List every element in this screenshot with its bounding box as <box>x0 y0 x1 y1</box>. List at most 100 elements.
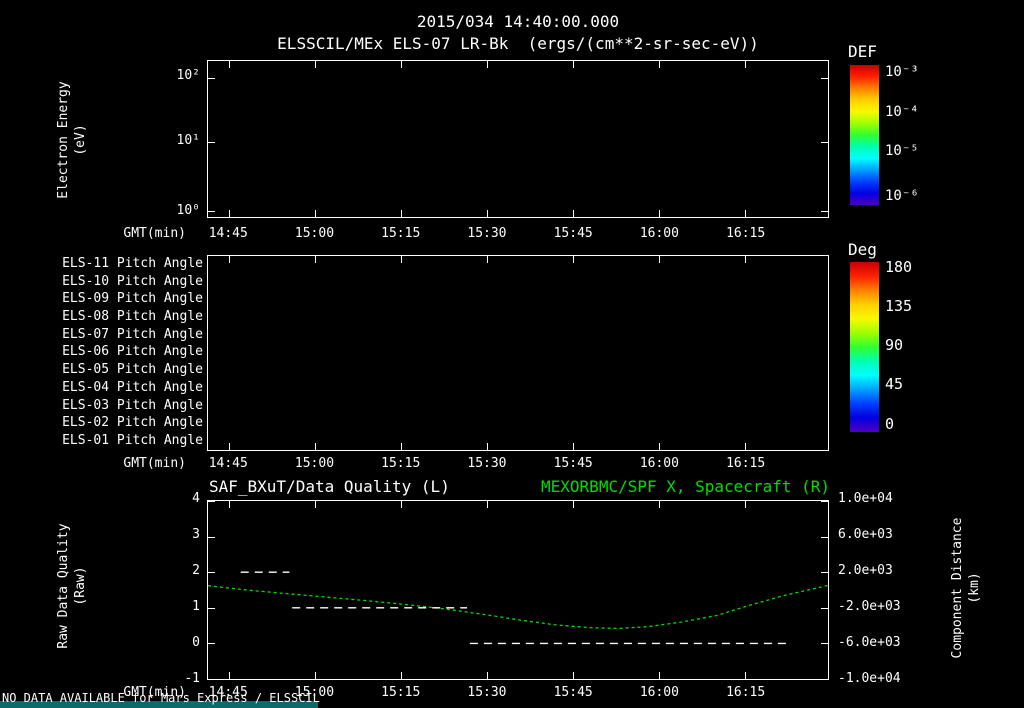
colorbar-tick-label: 180 <box>885 258 913 277</box>
x-tick-mark <box>229 210 231 217</box>
deg-colorbar-tick-labels: 180 135 90 45 0 <box>885 258 960 433</box>
quality-distance-plot <box>207 500 829 680</box>
y-tick-mark <box>821 501 828 502</box>
distance-ytick-label: 1.0e+04 <box>838 491 893 506</box>
x-tick-mark <box>744 256 746 263</box>
footer-highlight-bar <box>0 701 318 708</box>
y-tick-mark <box>208 536 215 538</box>
x-tick-mark <box>487 256 489 263</box>
x-tick-mark <box>401 443 403 450</box>
y-tick-mark <box>821 572 828 574</box>
xtick-label: 16:00 <box>639 456 679 471</box>
x-tick-mark <box>229 61 231 68</box>
x-tick-mark <box>573 443 574 450</box>
x-tick-mark <box>487 61 489 68</box>
xtick-label: 14:45 <box>208 226 248 241</box>
distance-ytick-label: 6.0e+03 <box>838 527 893 542</box>
xtick-label: 15:45 <box>553 685 593 700</box>
y-tick-mark <box>208 501 215 502</box>
y-tick-mark <box>208 210 215 212</box>
x-tick-mark <box>487 501 489 508</box>
colorbar-tick-label: 10⁻⁵ <box>885 142 919 159</box>
distance-axis-label-line1: Component Distance <box>950 517 965 659</box>
quality-ytick-label: 1 <box>192 599 200 614</box>
pitch-row-label: ELS-07 Pitch Angle <box>62 326 203 342</box>
distance-ytick-label: -2.0e+03 <box>838 599 901 614</box>
xtick-label: 15:15 <box>381 685 421 700</box>
x-tick-mark <box>315 61 317 68</box>
xtick-label: 14:45 <box>208 685 248 700</box>
x-tick-mark <box>229 672 231 679</box>
def-colorbar-tick-labels: 10⁻³ 10⁻⁴ 10⁻⁵ 10⁻⁶ <box>885 64 960 205</box>
x-tick-mark <box>744 61 746 68</box>
timestamp-title: 2015/034 14:40:00.000 <box>416 12 620 31</box>
y-tick-mark <box>208 78 215 80</box>
distance-ytick-labels: 1.0e+04 6.0e+03 2.0e+03 -2.0e+03 -6.0e+03 -1.… <box>838 491 922 686</box>
xtick-label: 15:45 <box>553 456 593 471</box>
pitch-row-label: ELS-04 Pitch Angle <box>62 379 203 395</box>
x-tick-mark <box>401 501 403 508</box>
no-data-message: NO DATA AVAILABLE for Mars Express / ELS… <box>2 691 320 705</box>
x-tick-mark <box>487 210 489 217</box>
xtick-label: 14:45 <box>208 456 248 471</box>
x-tick-mark <box>573 210 574 217</box>
pitch-row-label: ELS-09 Pitch Angle <box>62 291 203 307</box>
colorbar-tick-label: 45 <box>885 375 904 394</box>
y-tick-mark <box>208 643 215 645</box>
gmt-axis-label: GMT(min) <box>123 685 186 700</box>
y-tick-mark <box>821 607 828 609</box>
y-tick-mark <box>208 607 215 609</box>
distance-ytick-label: -1.0e+04 <box>838 671 901 686</box>
xtick-label: 15:45 <box>553 226 593 241</box>
deg-colorbar-title: Deg <box>848 240 877 259</box>
energy-ytick-label: 10¹ <box>176 133 200 149</box>
xtick-label: 16:15 <box>726 685 766 700</box>
x-tick-mark <box>401 61 403 68</box>
x-tick-mark <box>315 501 317 508</box>
x-tick-mark <box>229 443 231 450</box>
xtick-label: 15:00 <box>294 685 335 700</box>
xtick-label: 15:30 <box>467 226 507 241</box>
xtick-label: 15:30 <box>467 685 507 700</box>
y-tick-mark <box>208 142 215 144</box>
x-tick-mark <box>487 443 489 450</box>
energy-ytick-label: 10⁰ <box>176 202 200 218</box>
pitch-xtick-labels: 14:45 15:00 15:15 15:30 15:45 16:00 16:15 <box>207 456 829 472</box>
distance-axis-label: Component Distance (km) <box>948 478 984 698</box>
x-tick-mark <box>315 256 317 263</box>
x-tick-mark <box>573 256 574 263</box>
energy-spectrogram-plot <box>207 60 829 218</box>
gmt-axis-label: GMT(min) <box>123 456 186 471</box>
x-tick-mark <box>401 256 403 263</box>
y-tick-mark <box>208 679 215 680</box>
x-tick-mark <box>573 61 574 68</box>
xtick-label: 16:00 <box>639 685 679 700</box>
colorbar-tick-label: 10⁻⁶ <box>885 187 919 204</box>
energy-axis-label-line2: (eV) <box>73 124 88 156</box>
colorbar-tick-label: 0 <box>885 414 895 433</box>
quality-series-title: SAF_BXuT/Data Quality (L) <box>209 477 450 496</box>
y-tick-mark <box>821 679 828 680</box>
xtick-label: 15:30 <box>467 456 507 471</box>
x-tick-mark <box>659 501 660 508</box>
xtick-label: 16:15 <box>726 456 766 471</box>
xtick-label: 16:00 <box>639 226 679 241</box>
pitch-angle-plot <box>207 255 829 451</box>
colorbar-tick-label: 10⁻⁴ <box>885 103 919 120</box>
pitch-row-label: ELS-02 Pitch Angle <box>62 415 203 431</box>
pitch-row-label: ELS-05 Pitch Angle <box>62 362 203 378</box>
x-tick-mark <box>229 256 231 263</box>
distance-axis-label-line2: (km) <box>967 572 982 604</box>
colorbar-tick-label: 10⁻³ <box>885 64 919 81</box>
quality-xtick-labels: 14:45 15:00 15:15 15:30 15:45 16:00 16:15 <box>207 685 829 701</box>
quality-axis-label: Raw Data Quality (Raw) <box>54 476 90 696</box>
pitch-row-label: ELS-10 Pitch Angle <box>62 273 203 289</box>
xtick-label: 15:00 <box>294 226 335 241</box>
def-colorbar <box>850 65 879 205</box>
xtick-label: 16:15 <box>726 226 766 241</box>
pitch-row-label: ELS-06 Pitch Angle <box>62 344 203 360</box>
y-tick-mark <box>821 78 828 80</box>
def-colorbar-title: DEF <box>848 42 877 61</box>
colorbar-tick-label: 135 <box>885 297 913 316</box>
y-tick-mark <box>208 572 215 574</box>
